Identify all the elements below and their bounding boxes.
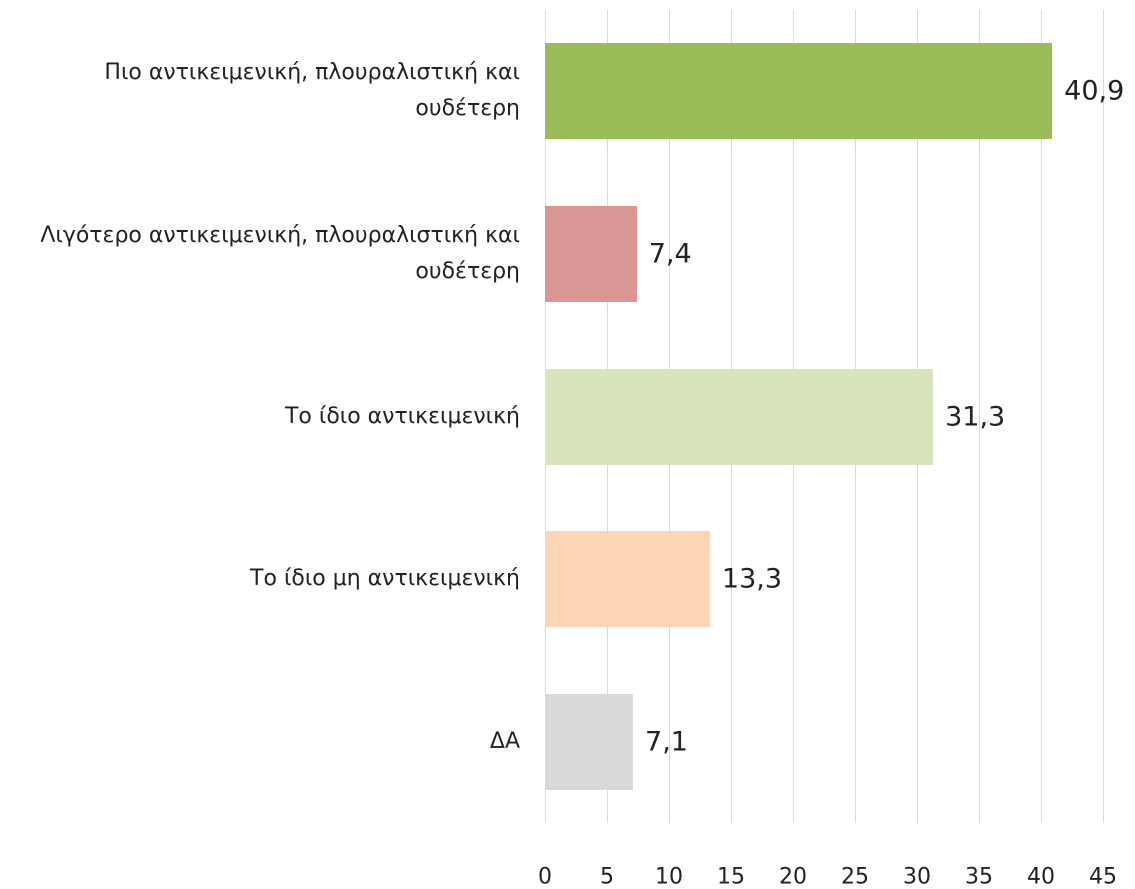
x-tick-label: 35 bbox=[965, 864, 993, 889]
value-label: 13,3 bbox=[721, 563, 783, 595]
category-label: Πιο αντικειμενική, πλουραλιστική και ουδ… bbox=[104, 60, 520, 122]
x-tick-label: 5 bbox=[600, 864, 614, 889]
bar bbox=[545, 531, 710, 628]
category-label: ΔΑ bbox=[489, 728, 520, 754]
x-tick-label: 20 bbox=[779, 864, 807, 889]
grid-line bbox=[1103, 10, 1104, 823]
value-label: 40,9 bbox=[1064, 75, 1125, 107]
x-tick-label: 40 bbox=[1027, 864, 1055, 889]
grid-line bbox=[979, 10, 980, 823]
value-label: 7,1 bbox=[645, 726, 688, 758]
bar bbox=[545, 368, 934, 465]
category-label: Το ίδιο μη αντικειμενική bbox=[250, 566, 520, 592]
value-label: 7,4 bbox=[648, 238, 692, 270]
category-label: Το ίδιο αντικειμενική bbox=[284, 403, 520, 429]
value-label: 31,3 bbox=[945, 401, 1006, 432]
x-tick-label: 25 bbox=[841, 864, 869, 889]
bar bbox=[545, 693, 634, 790]
bar bbox=[545, 205, 637, 302]
x-tick-label: 30 bbox=[903, 864, 931, 889]
x-tick-label: 0 bbox=[538, 864, 552, 889]
x-tick-label: 15 bbox=[717, 864, 745, 889]
x-tick-label: 45 bbox=[1089, 864, 1117, 889]
x-tick-label: 10 bbox=[655, 864, 683, 889]
category-label: Λιγότερο αντικειμενική, πλουραλιστική κα… bbox=[40, 222, 520, 284]
grid-line bbox=[1041, 10, 1042, 823]
bar bbox=[545, 43, 1053, 140]
